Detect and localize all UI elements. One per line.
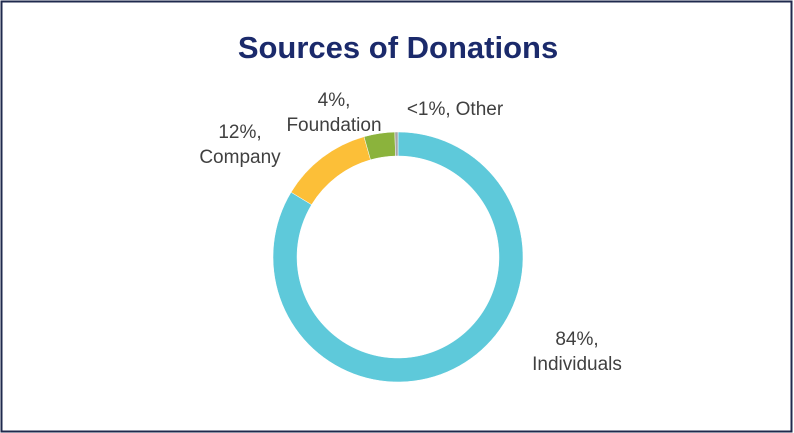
data-label-value: <1%,	[407, 99, 451, 120]
donut-slice	[394, 131, 399, 157]
data-label: 12%,	[218, 122, 261, 143]
donut-slice	[272, 131, 524, 383]
data-label-category: Individuals	[532, 354, 622, 375]
chart-title: Sources of Donations	[238, 30, 558, 65]
data-label-category: Other	[456, 99, 504, 120]
data-label: 4%,	[318, 90, 351, 111]
data-label-category: Foundation	[286, 115, 381, 136]
data-label: 84%,	[555, 329, 598, 350]
data-label-category: Company	[199, 147, 281, 168]
data-label: <1%, Other	[407, 99, 504, 120]
